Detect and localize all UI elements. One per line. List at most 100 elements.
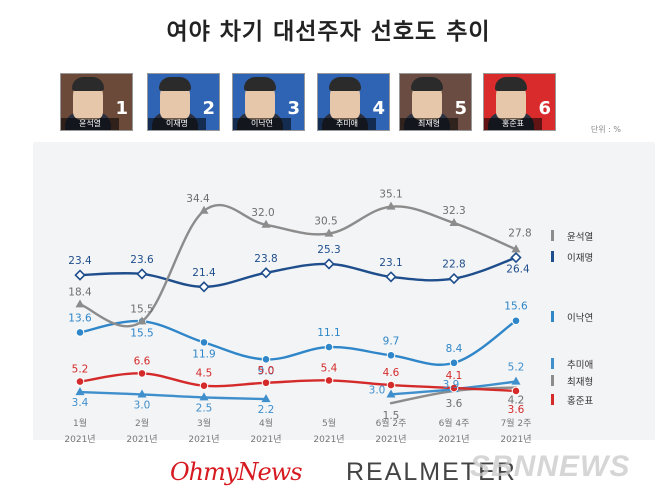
value-label: 34.4 <box>186 193 210 205</box>
legend-swatch <box>551 358 554 369</box>
value-label: 9.0 <box>258 365 275 377</box>
x-tick-year: 2021년 <box>375 434 406 445</box>
value-label: 21.4 <box>192 267 216 279</box>
candidate-name: 윤석열 <box>61 118 119 130</box>
data-point <box>386 389 396 398</box>
value-label: 1.5 <box>383 410 400 422</box>
plot-background <box>33 142 655 440</box>
x-tick-label: 4월 <box>259 417 273 429</box>
ohmynews-logo: OhmyNews <box>170 458 303 486</box>
value-label: 9.7 <box>383 335 400 347</box>
value-label: 23.1 <box>379 257 402 269</box>
value-label: 5.0 <box>258 365 275 377</box>
legend-label: 이재명 <box>567 253 593 264</box>
value-label: 3.9 <box>443 379 460 391</box>
candidate-name: 이낙연 <box>233 118 291 130</box>
data-point <box>199 381 209 390</box>
data-point <box>136 268 148 280</box>
legend-label: 윤석열 <box>567 232 593 243</box>
realmeter-logo: REALMETER <box>346 458 517 486</box>
value-label: 3.0 <box>369 384 386 396</box>
value-label: 5.2 <box>508 362 525 374</box>
value-label: 6.6 <box>134 355 151 367</box>
candidate-card: 윤석열 1 <box>60 73 133 131</box>
value-label: 27.8 <box>508 227 531 239</box>
data-point <box>386 201 396 210</box>
value-label: 23.6 <box>130 254 154 266</box>
data-point <box>75 377 85 386</box>
sbnnews-watermark: SBNNEWS <box>470 450 631 483</box>
x-tick-label: 2월 <box>135 417 149 429</box>
value-label: 8.4 <box>446 343 463 355</box>
data-point <box>137 316 147 325</box>
unit-label: 단위 : % <box>590 125 621 134</box>
x-tick-label: 7월 2주 <box>501 417 532 429</box>
data-point <box>261 394 271 403</box>
data-point <box>448 272 460 285</box>
data-point <box>511 386 521 396</box>
data-point <box>75 387 85 396</box>
x-tick-year: 2021년 <box>313 434 344 445</box>
legend-swatch <box>551 375 554 386</box>
data-point <box>260 267 272 279</box>
legend-swatch <box>551 251 554 262</box>
data-point <box>449 218 459 227</box>
data-point <box>199 338 209 347</box>
value-label: 15.5 <box>130 303 153 315</box>
candidate-rank: 2 <box>202 98 215 119</box>
data-point <box>511 244 521 253</box>
candidate-photo-hair <box>495 77 527 91</box>
candidate-name: 이재명 <box>148 118 206 130</box>
candidate-rank: 6 <box>538 98 551 119</box>
x-tick-label: 6월 2주 <box>376 417 407 429</box>
value-label: 5.4 <box>321 362 338 374</box>
data-point <box>323 258 335 270</box>
value-label: 4.2 <box>508 394 525 406</box>
data-point <box>75 328 85 337</box>
candidate-photo-hair <box>72 77 104 91</box>
x-tick-label: 3월 <box>197 417 211 429</box>
candidate-card: 이재명 2 <box>147 73 220 131</box>
candidate-cards: 윤석열 1 이재명 2 이낙연 3 추미애 4 최재형 5 홍준표 6 <box>0 0 657 131</box>
data-point <box>510 251 522 264</box>
candidate-name: 추미애 <box>318 118 376 130</box>
legend-swatch <box>551 311 554 322</box>
x-tick-year: 2021년 <box>64 434 95 445</box>
series-line <box>78 372 518 393</box>
data-point <box>386 350 396 360</box>
x-tick-year: 2021년 <box>126 434 157 445</box>
x-tick-year: 2021년 <box>188 434 219 445</box>
candidate-name: 홍준표 <box>484 118 542 130</box>
data-point <box>511 376 521 385</box>
data-point <box>199 392 209 401</box>
data-point <box>261 378 271 388</box>
candidate-rank: 3 <box>287 98 300 119</box>
value-label: 3.6 <box>446 398 463 410</box>
candidate-card: 최재형 5 <box>399 73 472 131</box>
data-point <box>324 228 334 237</box>
value-label: 2.2 <box>258 404 275 416</box>
value-label: 3.4 <box>72 397 89 409</box>
legend-label: 추미애 <box>567 360 593 371</box>
data-point <box>75 299 85 308</box>
legend-label: 홍준표 <box>567 395 593 407</box>
value-label: 18.4 <box>68 286 92 298</box>
series-line <box>78 319 518 366</box>
x-tick-label: 6월 4주 <box>439 417 470 429</box>
x-tick-year: 2021년 <box>438 434 469 445</box>
value-label: 3.0 <box>134 399 151 411</box>
value-label: 4.6 <box>383 367 400 379</box>
data-point <box>449 383 459 393</box>
value-label: 15.6 <box>504 301 528 313</box>
page-title: 여야 차기 대선주자 선호도 추이 <box>166 19 491 45</box>
legend-swatch <box>551 394 554 405</box>
data-point <box>74 269 86 281</box>
data-point <box>449 358 459 368</box>
value-label: 15.5 <box>130 327 153 339</box>
x-tick-year: 2021년 <box>500 434 531 445</box>
legend-label: 최재형 <box>567 377 593 388</box>
data-point <box>261 219 271 228</box>
data-point <box>137 369 147 378</box>
